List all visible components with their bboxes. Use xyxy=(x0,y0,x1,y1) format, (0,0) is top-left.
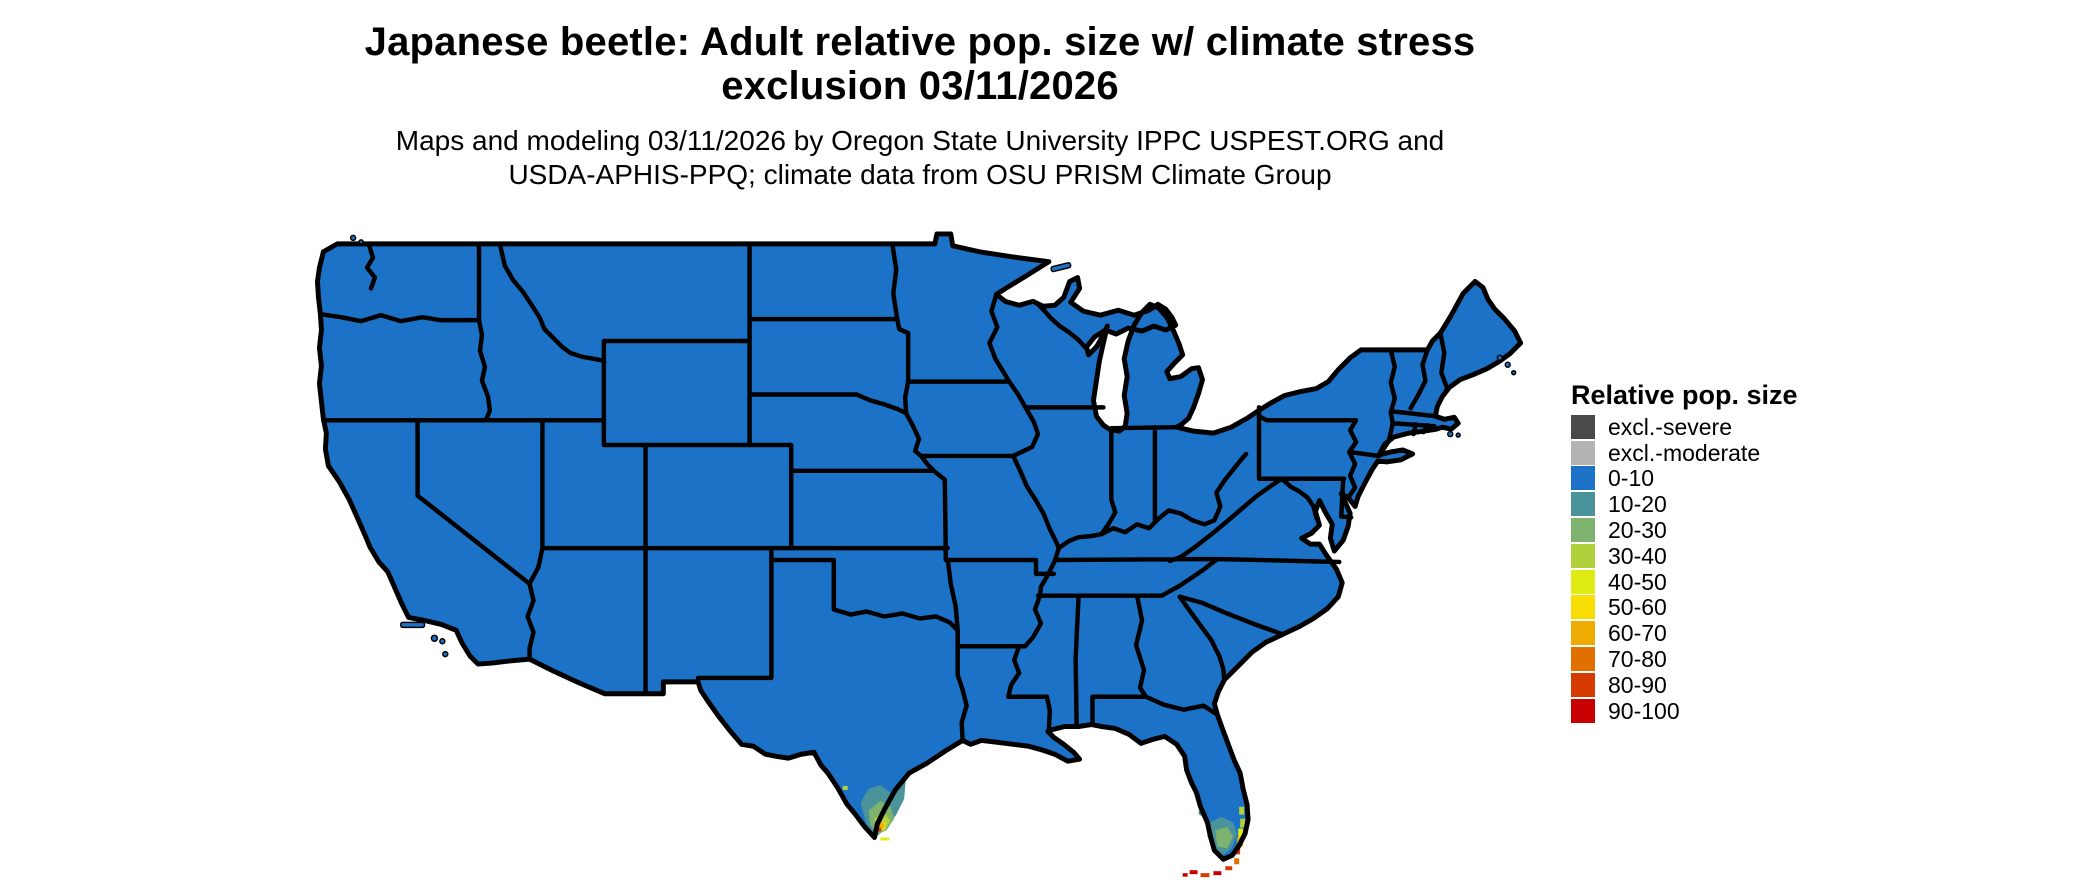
legend-label: excl.-severe xyxy=(1608,413,1732,440)
legend-label: 70-80 xyxy=(1608,646,1667,673)
legend-item: excl.-severe xyxy=(1571,414,1871,440)
map-title: Japanese beetle: Adult relative pop. siz… xyxy=(170,20,1670,108)
legend-item: 60-70 xyxy=(1571,620,1871,646)
legend-label: excl.-moderate xyxy=(1608,439,1761,466)
legend-item: 40-50 xyxy=(1571,569,1871,595)
us-map-svg xyxy=(308,226,1540,878)
legend-item: excl.-moderate xyxy=(1571,440,1871,466)
legend-item: 50-60 xyxy=(1571,595,1871,621)
legend-title: Relative pop. size xyxy=(1571,380,1798,410)
legend-label: 0-10 xyxy=(1608,465,1655,492)
state-borders xyxy=(318,241,1450,743)
coastal-islands xyxy=(349,234,1517,658)
legend-swatch xyxy=(1571,569,1595,594)
legend-label: 90-100 xyxy=(1608,697,1680,724)
map-subtitle-line2: USDA-APHIS-PPQ; climate data from OSU PR… xyxy=(508,159,1332,190)
legend-item: 30-40 xyxy=(1571,543,1871,569)
legend-swatch xyxy=(1571,466,1595,491)
legend-item: 0-10 xyxy=(1571,466,1871,492)
legend-swatch xyxy=(1571,698,1595,723)
legend-item: 10-20 xyxy=(1571,491,1871,517)
legend: Relative pop. size excl.-severe excl.-mo… xyxy=(1571,380,1871,724)
legend-item: 20-30 xyxy=(1571,517,1871,543)
legend-swatch xyxy=(1571,492,1595,517)
legend-swatch xyxy=(1571,414,1595,439)
legend-label: 50-60 xyxy=(1608,594,1667,621)
legend-item: 70-80 xyxy=(1571,646,1871,672)
legend-label: 80-90 xyxy=(1608,671,1667,698)
legend-label: 10-20 xyxy=(1608,491,1667,518)
legend-label: 20-30 xyxy=(1608,517,1667,544)
legend-swatch xyxy=(1571,647,1595,672)
legend-item: 90-100 xyxy=(1571,698,1871,724)
legend-label: 60-70 xyxy=(1608,620,1667,647)
map-subtitle: Maps and modeling 03/11/2026 by Oregon S… xyxy=(170,124,1670,192)
legend-swatch xyxy=(1571,621,1595,646)
legend-swatch xyxy=(1571,595,1595,620)
map-title-line1: Japanese beetle: Adult relative pop. siz… xyxy=(364,20,1476,64)
map-subtitle-line1: Maps and modeling 03/11/2026 by Oregon S… xyxy=(395,125,1445,156)
legend-item: 80-90 xyxy=(1571,672,1871,698)
legend-label: 30-40 xyxy=(1608,542,1667,569)
legend-swatch xyxy=(1571,440,1595,465)
map-title-line2: exclusion 03/11/2026 xyxy=(721,64,1119,108)
us-choropleth-map xyxy=(308,226,1540,892)
legend-swatch xyxy=(1571,672,1595,697)
legend-swatch xyxy=(1571,518,1595,543)
florida-keys xyxy=(1182,858,1240,878)
legend-label: 40-50 xyxy=(1608,568,1667,595)
legend-swatch xyxy=(1571,543,1595,568)
